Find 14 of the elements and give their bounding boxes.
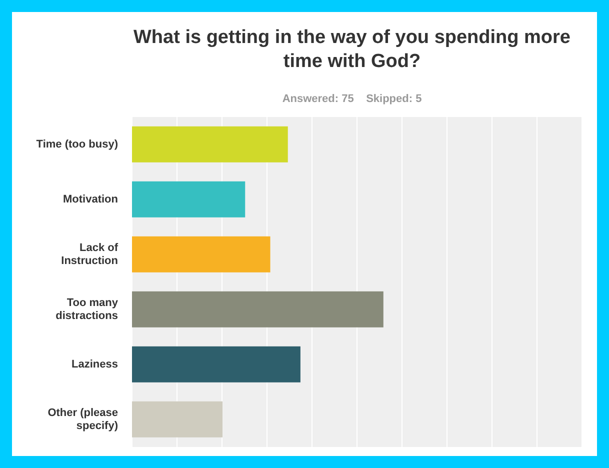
chart-subtitle: Answered: 75 Skipped: 5 (281, 93, 423, 105)
y-tick-label: Laziness (72, 358, 118, 370)
bar (132, 346, 300, 382)
y-tick-label: Motivation (63, 194, 118, 206)
y-tick-label: Lack of Instruction (61, 242, 118, 267)
y-tick-label: Other (please specify) (48, 407, 118, 432)
bar (132, 126, 288, 162)
bar (132, 291, 384, 328)
bar (132, 401, 223, 438)
chart-title: What is getting in the way of you spending more time with God? (132, 26, 572, 74)
bar (132, 236, 270, 272)
y-tick-label: Time (too busy) (36, 138, 118, 150)
bar (132, 181, 246, 218)
y-tick-label: Too many distractions (56, 297, 119, 322)
